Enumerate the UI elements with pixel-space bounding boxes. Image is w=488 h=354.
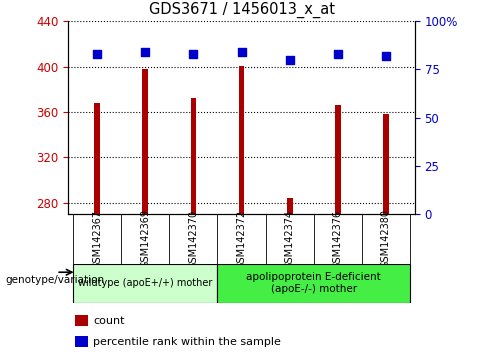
Text: GSM142376: GSM142376 (333, 209, 343, 269)
Bar (383, 114, 389, 214)
Text: percentile rank within the sample: percentile rank within the sample (93, 337, 281, 347)
Title: GDS3671 / 1456013_x_at: GDS3671 / 1456013_x_at (148, 2, 335, 18)
Bar (190, 98, 196, 214)
Point (382, 53, 390, 59)
Text: apolipoprotein E-deficient
(apoE-/-) mother: apolipoprotein E-deficient (apoE-/-) mot… (246, 272, 381, 294)
Bar (287, 198, 293, 214)
Point (142, 49, 149, 55)
Text: wildtype (apoE+/+) mother: wildtype (apoE+/+) mother (78, 278, 212, 288)
Text: GSM142369: GSM142369 (141, 210, 150, 268)
Text: genotype/variation: genotype/variation (5, 275, 104, 285)
Point (238, 49, 245, 55)
Bar (218, 264, 410, 303)
Text: count: count (93, 316, 124, 326)
Bar (75, 336, 88, 347)
Text: GSM142372: GSM142372 (237, 209, 246, 269)
Bar (142, 69, 148, 214)
Point (93, 51, 101, 57)
Bar (75, 315, 88, 326)
Text: GSM142374: GSM142374 (285, 209, 295, 269)
Bar (335, 105, 341, 214)
Point (286, 57, 294, 63)
Bar (73, 264, 218, 303)
Text: GSM142367: GSM142367 (92, 209, 102, 269)
Point (334, 51, 342, 57)
Point (189, 51, 197, 57)
Bar (239, 65, 244, 214)
Text: GSM142370: GSM142370 (188, 209, 199, 269)
Bar (94, 103, 100, 214)
Text: GSM142380: GSM142380 (381, 210, 391, 268)
